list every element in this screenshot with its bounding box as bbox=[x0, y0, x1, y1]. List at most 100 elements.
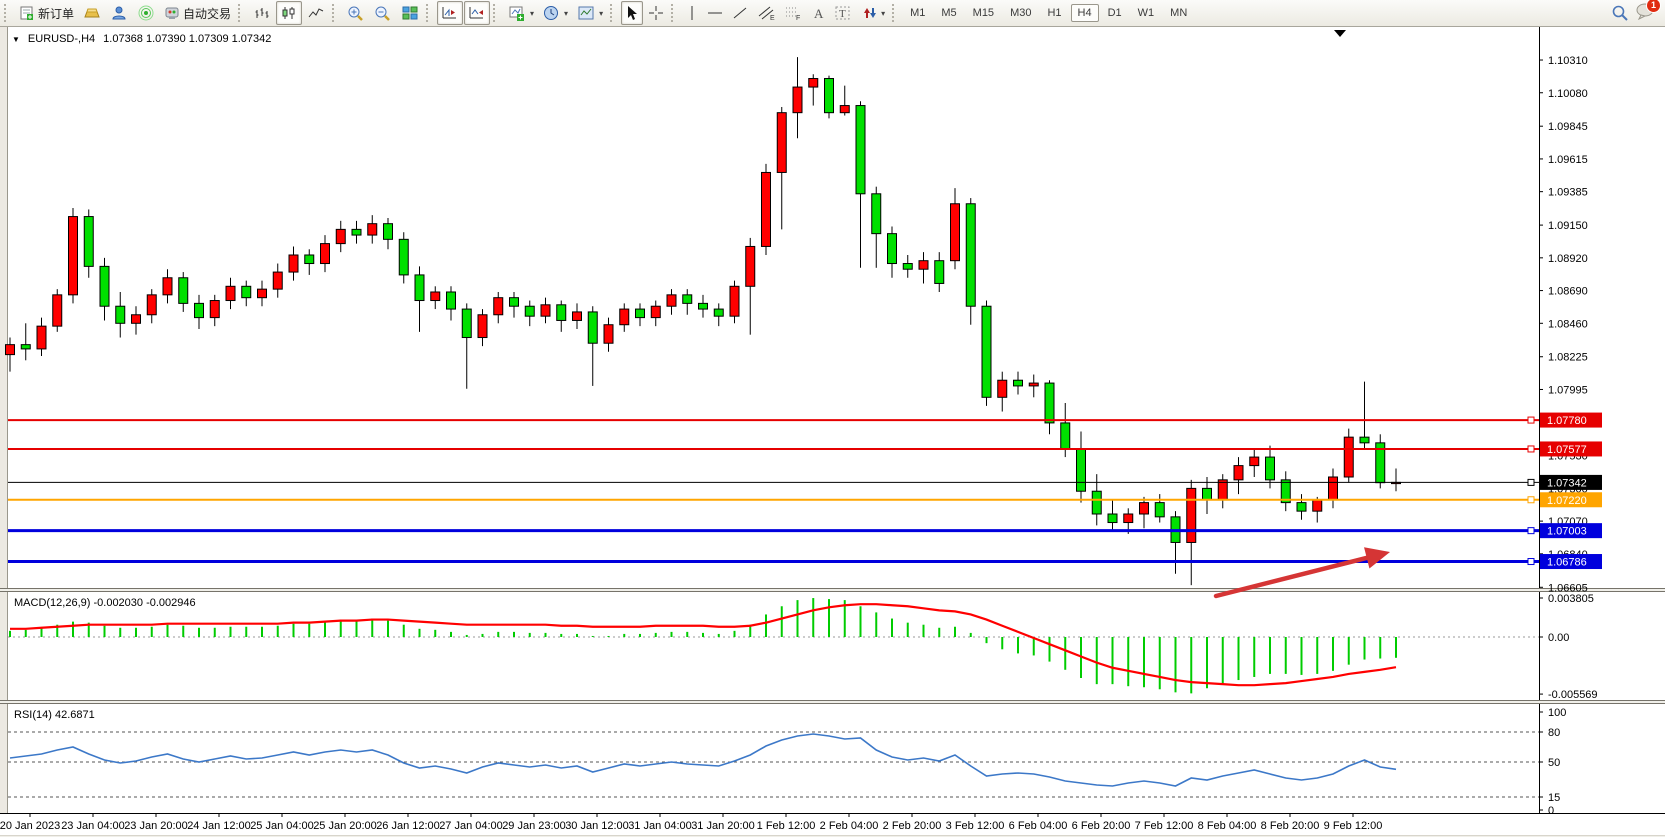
signals-button[interactable] bbox=[133, 1, 159, 25]
templates-button[interactable]: ▾ bbox=[573, 1, 607, 25]
level-line-handle[interactable] bbox=[1527, 496, 1535, 504]
time-axis-label: 9 Feb 12:00 bbox=[1324, 820, 1383, 832]
time-axis-label: 6 Feb 20:00 bbox=[1072, 820, 1131, 832]
candle bbox=[1154, 502, 1165, 518]
equidistant-channel-button[interactable]: E bbox=[753, 1, 779, 25]
new-chart-button[interactable]: ▾ bbox=[504, 1, 538, 25]
candle bbox=[1249, 456, 1260, 467]
bar-chart-button[interactable] bbox=[249, 1, 275, 25]
candle bbox=[540, 304, 551, 317]
candle bbox=[131, 314, 141, 324]
resistance-line-handle[interactable] bbox=[1527, 445, 1535, 453]
notifications-button[interactable]: 1 bbox=[1635, 0, 1661, 25]
candle bbox=[808, 78, 819, 88]
gold-ingot-icon bbox=[84, 8, 100, 18]
auto-scroll-button[interactable] bbox=[464, 1, 491, 25]
tile-windows-button[interactable] bbox=[397, 1, 423, 25]
resistance-line-handle[interactable] bbox=[1527, 416, 1535, 424]
fibonacci-tool-button[interactable]: F bbox=[780, 1, 806, 25]
timeframe-m5-button[interactable]: M5 bbox=[941, 7, 957, 19]
trend-arrow[interactable] bbox=[1213, 552, 1381, 599]
crosshair-icon bbox=[649, 6, 664, 20]
crosshair-button[interactable] bbox=[644, 1, 668, 25]
horizontal-line-tool-button[interactable] bbox=[703, 1, 727, 25]
candle bbox=[792, 86, 803, 114]
support-line-price-label: 1.07003 bbox=[1547, 526, 1587, 538]
zoom-in-button[interactable] bbox=[343, 1, 369, 25]
candle bbox=[1343, 436, 1354, 478]
cursor-button[interactable] bbox=[621, 1, 644, 25]
tile-windows-icon bbox=[402, 6, 418, 20]
resistance-line-price-badge bbox=[1540, 441, 1602, 457]
line-chart-button[interactable] bbox=[303, 1, 329, 25]
text-tool-button[interactable]: A bbox=[807, 1, 829, 25]
timeframe-h4-button[interactable]: H4 bbox=[1070, 4, 1099, 22]
candle bbox=[918, 260, 929, 270]
text-label-icon: T bbox=[835, 6, 850, 20]
profiles-button[interactable]: ▾ bbox=[539, 1, 572, 25]
candle bbox=[1328, 476, 1338, 501]
community-button[interactable] bbox=[106, 1, 132, 25]
candle bbox=[1107, 513, 1118, 524]
rsi-line bbox=[9, 733, 1397, 787]
candle bbox=[414, 274, 425, 302]
chart-window: 1.10310 1.10080 1.09845 1.09615 1.09385 1.091… bbox=[0, 27, 1665, 837]
zoom-out-button[interactable] bbox=[370, 1, 396, 25]
vertical-line-tool-button[interactable] bbox=[682, 1, 702, 25]
timeframe-mn-button[interactable]: MN bbox=[1170, 7, 1188, 19]
chart-shift-button[interactable] bbox=[437, 1, 464, 25]
candle bbox=[902, 263, 913, 270]
time-axis-label: 23 Jan 04:00 bbox=[61, 820, 125, 832]
time-axis-label: 6 Feb 04:00 bbox=[1009, 820, 1068, 832]
time-axis-label: 31 Jan 04:00 bbox=[628, 820, 692, 832]
time-axis-label: 25 Jan 04:00 bbox=[250, 820, 314, 832]
macd-axis-tick: 0.003805 bbox=[1548, 593, 1594, 605]
candle bbox=[556, 304, 567, 321]
timeframe-m15-button[interactable]: M15 bbox=[972, 7, 995, 19]
candle bbox=[461, 308, 472, 339]
timeframe-m30-button[interactable]: M30 bbox=[1010, 7, 1032, 19]
timeframe-h1-button[interactable]: H1 bbox=[1047, 7, 1062, 19]
candlestick-chart-button[interactable] bbox=[276, 1, 303, 25]
svg-text:T: T bbox=[839, 8, 846, 20]
candle bbox=[209, 300, 220, 319]
ohlc-values: 1.07368 1.07390 1.07309 1.07342 bbox=[103, 33, 272, 45]
market-button[interactable] bbox=[79, 1, 105, 25]
candle bbox=[1091, 490, 1102, 515]
trendline-tool-button[interactable] bbox=[728, 1, 752, 25]
new-order-button[interactable]: 新订单 bbox=[15, 1, 78, 25]
macd-axis-tick: -0.005569 bbox=[1548, 689, 1598, 701]
price-axis-tick: 1.08225 bbox=[1548, 352, 1588, 364]
shift-marker-icon[interactable] bbox=[1334, 30, 1346, 37]
text-label-tool-button[interactable]: T bbox=[830, 1, 856, 25]
candle bbox=[68, 216, 78, 296]
autotrading-button[interactable]: 自动交易 bbox=[160, 1, 235, 25]
rsi-axis-tick: 0 bbox=[1548, 805, 1554, 817]
support-line-handle[interactable] bbox=[1527, 527, 1535, 535]
chart-dropdown-icon[interactable]: ▼ bbox=[12, 34, 20, 44]
timeframe-w1-button[interactable]: W1 bbox=[1137, 7, 1155, 19]
candle bbox=[257, 288, 267, 299]
support-line-price-badge bbox=[1540, 523, 1602, 539]
trend-arrow-head[interactable] bbox=[1364, 547, 1390, 569]
candle bbox=[225, 285, 236, 302]
chart-canvas[interactable]: 1.10310 1.10080 1.09845 1.09615 1.09385 1.091… bbox=[0, 27, 1665, 837]
candle bbox=[99, 265, 110, 307]
chevron-down-icon: ▾ bbox=[881, 8, 886, 18]
resistance-line-price-label: 1.07577 bbox=[1547, 444, 1587, 456]
time-axis-label: 20 Jan 2023 bbox=[0, 820, 60, 832]
search-icon[interactable] bbox=[1611, 4, 1629, 22]
timeframe-d1-button[interactable]: D1 bbox=[1107, 7, 1122, 19]
timeframe-m1-button[interactable]: M1 bbox=[910, 7, 926, 19]
candle bbox=[666, 294, 677, 307]
support-line-handle[interactable] bbox=[1527, 558, 1535, 566]
candle bbox=[115, 305, 126, 324]
candle bbox=[446, 291, 456, 310]
current-price-line-handle[interactable] bbox=[1527, 478, 1535, 486]
rsi-axis-tick: 80 bbox=[1548, 727, 1560, 739]
arrows-tool-button[interactable]: ▾ bbox=[857, 1, 889, 25]
text-a-icon: A bbox=[814, 6, 824, 21]
candle bbox=[682, 294, 693, 304]
candle bbox=[304, 254, 315, 265]
